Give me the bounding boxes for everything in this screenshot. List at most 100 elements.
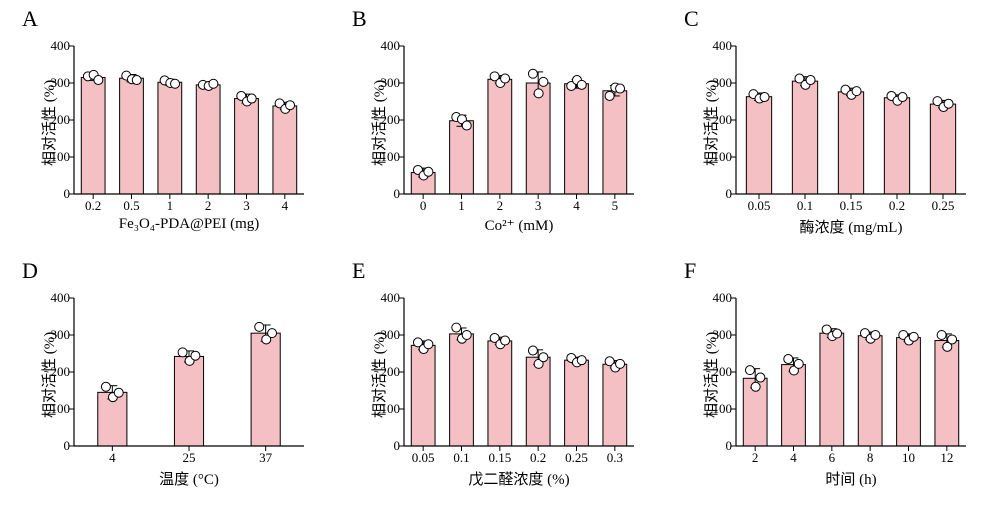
bar — [450, 334, 474, 446]
data-point — [852, 87, 861, 96]
y-axis-label: 相对活性 (%) — [368, 332, 389, 418]
panel-letter: A — [22, 6, 38, 32]
x-tick-label: 25 — [183, 446, 196, 466]
bar — [158, 82, 182, 194]
data-point — [605, 91, 614, 100]
x-tick-label: 10 — [902, 446, 915, 466]
figure-root: A01002003004000.20.51234相对活性 (%)Fe₃O₄-PD… — [0, 0, 1000, 519]
plot-svg — [404, 298, 635, 447]
panel-letter: E — [352, 258, 365, 284]
data-point — [268, 329, 277, 338]
data-point — [898, 93, 907, 102]
data-point — [577, 80, 586, 89]
data-point — [756, 373, 765, 382]
y-tick-label: 400 — [381, 38, 405, 54]
bar — [782, 365, 806, 446]
x-tick-label: 8 — [867, 446, 874, 466]
data-point — [760, 93, 769, 102]
y-tick-label: 0 — [726, 186, 737, 202]
y-tick-label: 400 — [713, 290, 737, 306]
data-point — [424, 340, 433, 349]
panel-letter: C — [684, 6, 699, 32]
data-point — [871, 331, 880, 340]
data-point — [255, 322, 264, 331]
data-point — [528, 69, 537, 78]
y-axis-label: 相对活性 (%) — [700, 80, 721, 166]
plot-area: 0100200300400012345 — [404, 46, 634, 194]
plot-svg — [404, 46, 635, 195]
bar — [526, 83, 550, 194]
x-tick-label: 6 — [829, 446, 836, 466]
bar — [488, 341, 512, 446]
x-tick-label: 0.25 — [932, 194, 955, 214]
data-point — [114, 388, 123, 397]
bar — [565, 360, 589, 446]
data-point — [944, 99, 953, 108]
bar — [565, 84, 589, 194]
y-axis-label: 相对活性 (%) — [38, 332, 59, 418]
plot-area: 010020030040024681012 — [736, 298, 966, 446]
x-axis-label: Co²⁺ (mM) — [404, 216, 634, 235]
data-point — [247, 94, 256, 103]
bar — [792, 81, 817, 194]
x-tick-label: 2 — [497, 194, 504, 214]
data-point — [577, 356, 586, 365]
data-point — [286, 101, 295, 110]
x-tick-label: 0 — [420, 194, 427, 214]
x-tick-label: 4 — [109, 446, 116, 466]
panel-letter: B — [352, 6, 367, 32]
x-axis-label: Fe₃O₄-PDA@PEI (mg) — [74, 216, 304, 233]
y-tick-label: 400 — [381, 290, 405, 306]
data-point — [452, 323, 461, 332]
plot-svg — [74, 298, 305, 447]
data-point — [948, 335, 957, 344]
bar — [838, 92, 863, 194]
data-point — [132, 76, 141, 85]
x-tick-label: 4 — [573, 194, 580, 214]
x-tick-label: 0.15 — [488, 446, 511, 466]
y-tick-label: 400 — [713, 38, 737, 54]
data-point — [794, 359, 803, 368]
x-tick-label: 2 — [205, 194, 212, 214]
bar — [935, 341, 959, 446]
data-point — [833, 329, 842, 338]
bar — [120, 78, 144, 194]
x-tick-label: 2 — [752, 446, 759, 466]
y-tick-label: 0 — [726, 438, 737, 454]
bar — [251, 333, 280, 446]
y-axis-label: 相对活性 (%) — [368, 80, 389, 166]
data-point — [616, 84, 625, 93]
x-tick-label: 0.5 — [123, 194, 139, 214]
bar — [603, 364, 627, 446]
x-axis-label: 戊二醛浓度 (%) — [404, 468, 634, 489]
y-tick-label: 400 — [51, 290, 75, 306]
data-point — [462, 121, 471, 130]
data-point — [784, 355, 793, 364]
data-point — [745, 366, 754, 375]
data-point — [501, 336, 510, 345]
x-tick-label: 3 — [535, 194, 542, 214]
bar — [196, 85, 220, 194]
bar — [884, 98, 909, 194]
x-tick-label: 4 — [790, 446, 797, 466]
bar — [820, 333, 844, 446]
y-axis-label: 相对活性 (%) — [700, 332, 721, 418]
x-axis-label: 温度 (°C) — [74, 468, 304, 489]
data-point — [191, 351, 200, 360]
bar — [235, 99, 259, 194]
y-tick-label: 400 — [51, 38, 75, 54]
x-tick-label: 1 — [167, 194, 174, 214]
x-axis-label: 时间 (h) — [736, 468, 966, 489]
x-tick-label: 0.2 — [889, 194, 905, 214]
x-tick-label: 0.1 — [453, 446, 469, 466]
bar — [897, 338, 921, 446]
panel-letter: F — [684, 258, 696, 284]
data-point — [937, 331, 946, 340]
plot-svg — [736, 46, 967, 195]
bar — [450, 121, 474, 194]
panel-letter: D — [22, 258, 38, 284]
x-tick-label: 0.05 — [412, 446, 435, 466]
x-tick-label: 0.2 — [85, 194, 101, 214]
x-tick-label: 12 — [940, 446, 953, 466]
data-point — [501, 74, 510, 83]
